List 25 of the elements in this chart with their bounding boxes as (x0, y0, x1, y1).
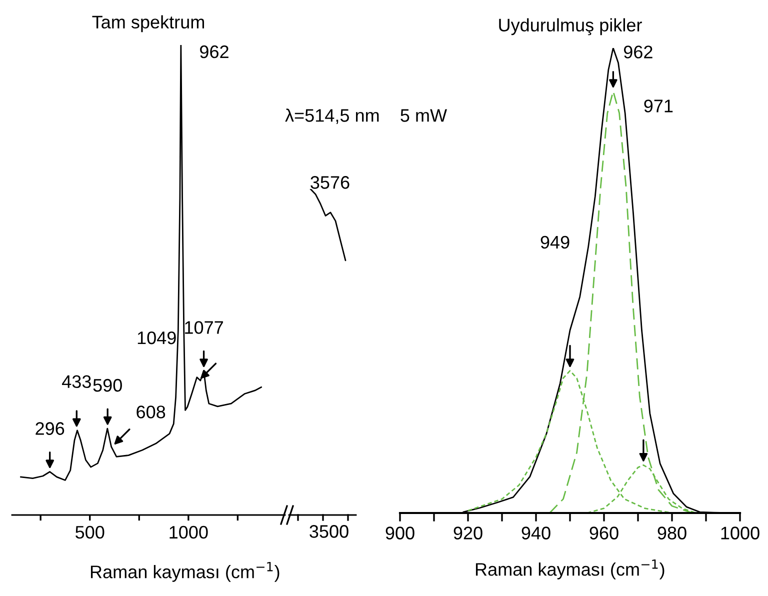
text: 3576 (310, 176, 350, 189)
text: 3500 (310, 525, 348, 538)
annotation: 1049 (138, 331, 176, 344)
annotation: 608 (136, 406, 166, 418)
annotation: 962 (624, 46, 652, 58)
x-tick-label: 500 (76, 526, 104, 539)
annotation: λ=514,5 nm 5 mW (285, 108, 447, 124)
x-tick-label: 1000 (170, 526, 208, 539)
x-tick-label: 900 (386, 526, 414, 540)
x-tick-label: 940 (522, 526, 550, 540)
x-tick-label: 920 (454, 526, 482, 540)
chart-title: Tam spektrum (92, 15, 204, 32)
x-tick-label: 960 (590, 526, 618, 540)
x-tick-label: 980 (658, 526, 686, 540)
x-axis-title: Raman kayması (cm$^{−1}$) (476, 560, 664, 580)
x-axis-title: Raman kayması (cm$^{−1}$) (90, 562, 280, 582)
x-tick-label: 1000 (721, 526, 760, 540)
annotation: 296 (36, 422, 64, 435)
chart-title: Uydurulmuş pikler (499, 18, 642, 36)
annotation: 962 (200, 45, 228, 58)
annotation: 1077 (185, 321, 223, 334)
annotation: 971 (644, 100, 673, 112)
annotation: 433 (62, 375, 91, 388)
annotation: 590 (93, 378, 122, 392)
annotation: 949 (540, 236, 570, 249)
